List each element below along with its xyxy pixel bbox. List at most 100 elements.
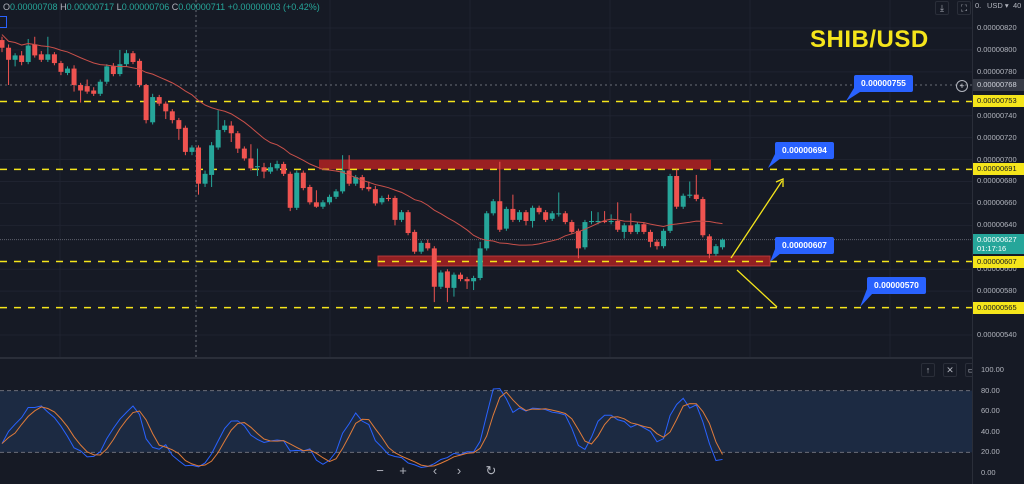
candle-body	[25, 45, 31, 62]
zoom-in-button[interactable]: +	[399, 463, 407, 478]
candle-body	[425, 242, 431, 249]
candle-body	[543, 212, 549, 220]
reset-chart-button[interactable]: ↻	[485, 463, 497, 478]
close-label: C	[171, 2, 179, 12]
candle-body	[490, 201, 496, 214]
candle-body	[235, 133, 241, 149]
price-tick: 0.00000740	[977, 110, 1017, 120]
open-label: O	[3, 2, 11, 12]
candle-body	[471, 277, 477, 282]
candle-body	[327, 196, 332, 203]
candle-body	[71, 68, 77, 86]
candle-body	[117, 64, 123, 75]
candle-body	[19, 55, 25, 62]
candle-body	[458, 274, 463, 280]
price-axis[interactable]: 0. USD ▾ 40 0.00000820 0.00000800 0.000007…	[972, 0, 1024, 484]
callout-607[interactable]: 0.00000607	[775, 237, 834, 254]
resistance-zone	[319, 159, 711, 170]
candle-body	[674, 176, 680, 207]
candle-body	[222, 125, 228, 130]
currency-select[interactable]: USD ▾	[987, 1, 1009, 10]
candle-body	[608, 220, 614, 223]
scroll-right-button[interactable]: ›	[456, 463, 462, 478]
candle-body	[169, 111, 175, 121]
candle-body	[307, 186, 313, 203]
candle-body	[503, 208, 509, 229]
candle-body	[51, 54, 57, 64]
candle-body	[615, 220, 621, 230]
callout-694[interactable]: 0.00000694	[775, 142, 834, 159]
candle-body	[137, 60, 143, 86]
candle-body	[32, 44, 38, 56]
scroll-left-button[interactable]: ‹	[432, 463, 438, 478]
candle-body	[202, 173, 208, 184]
candle-body	[595, 220, 601, 223]
ohlc-legend: O0.00000708 H0.00000717 L0.00000706 C0.0…	[3, 2, 320, 12]
price-tag: 0.00000753	[973, 95, 1024, 108]
chart-toolbar: ⤓ ⛶	[935, 1, 971, 15]
candle-body	[143, 85, 149, 121]
legend-toggle[interactable]	[0, 16, 7, 28]
candle-body	[713, 246, 719, 254]
change-value: +0.00000003 (+0.42%)	[227, 2, 320, 12]
stoch-tick: 100.00	[981, 365, 1004, 374]
candle-body	[497, 201, 503, 230]
candle-body	[399, 212, 405, 220]
candle-body	[353, 177, 359, 184]
price-tag: 0.00000565	[973, 301, 1024, 314]
candle-body	[12, 55, 18, 60]
candle-body	[667, 176, 673, 231]
pane-up-icon[interactable]: ↑	[921, 363, 935, 377]
candle-body	[589, 220, 594, 223]
candle-body	[38, 54, 44, 60]
fullscreen-icon[interactable]: ⛶	[957, 1, 971, 15]
candle-body	[281, 163, 287, 174]
projection-arrow-up	[730, 180, 783, 259]
price-chart[interactable]	[0, 0, 972, 357]
candle-body	[78, 85, 84, 91]
candle-body	[647, 231, 653, 242]
candle-body	[366, 186, 372, 190]
candle-body	[163, 103, 169, 112]
candle-body	[431, 248, 437, 287]
candle-body	[182, 127, 188, 152]
candle-body	[268, 167, 274, 172]
candle-body	[530, 207, 536, 221]
close-value: 0.00000711	[178, 2, 226, 12]
price-tick: 0.00000700	[977, 154, 1017, 164]
candle-body	[372, 189, 378, 204]
candle-body	[176, 120, 182, 129]
price-tag: 0.00000607	[973, 255, 1024, 268]
candle-body	[241, 148, 247, 159]
candle-body	[549, 213, 555, 219]
candle-body	[104, 66, 110, 82]
stochastic-pane[interactable]	[0, 358, 972, 484]
candle-body	[189, 147, 195, 152]
stoch-d-line	[1, 391, 723, 467]
candle-body	[575, 230, 581, 249]
candle-body	[392, 197, 398, 220]
axis-top-value-right: 40	[1013, 1, 1022, 10]
candle-body	[150, 97, 156, 123]
stoch-tick: 0.00	[981, 468, 996, 477]
candle-body	[510, 208, 516, 220]
callout-755[interactable]: 0.00000755	[854, 75, 913, 92]
candle-body	[569, 222, 575, 232]
candle-body	[418, 242, 424, 252]
zoom-out-button[interactable]: −	[376, 463, 384, 478]
crosshair-add-icon[interactable]: +	[956, 80, 968, 92]
candle-body	[274, 163, 280, 169]
open-value: 0.00000708	[10, 2, 58, 12]
download-icon[interactable]: ⤓	[935, 1, 949, 15]
candle-body	[215, 129, 221, 148]
pane-close-icon[interactable]: ✕	[943, 363, 957, 377]
pane-separator[interactable]	[0, 357, 972, 359]
projection-line-down	[736, 269, 778, 308]
candle-body	[261, 167, 267, 172]
candle-body	[320, 202, 326, 207]
candle-body	[700, 199, 706, 236]
candle-body	[254, 166, 260, 168]
high-value: 0.00000717	[66, 2, 115, 12]
candle-body	[0, 40, 5, 48]
callout-570[interactable]: 0.00000570	[867, 277, 926, 294]
